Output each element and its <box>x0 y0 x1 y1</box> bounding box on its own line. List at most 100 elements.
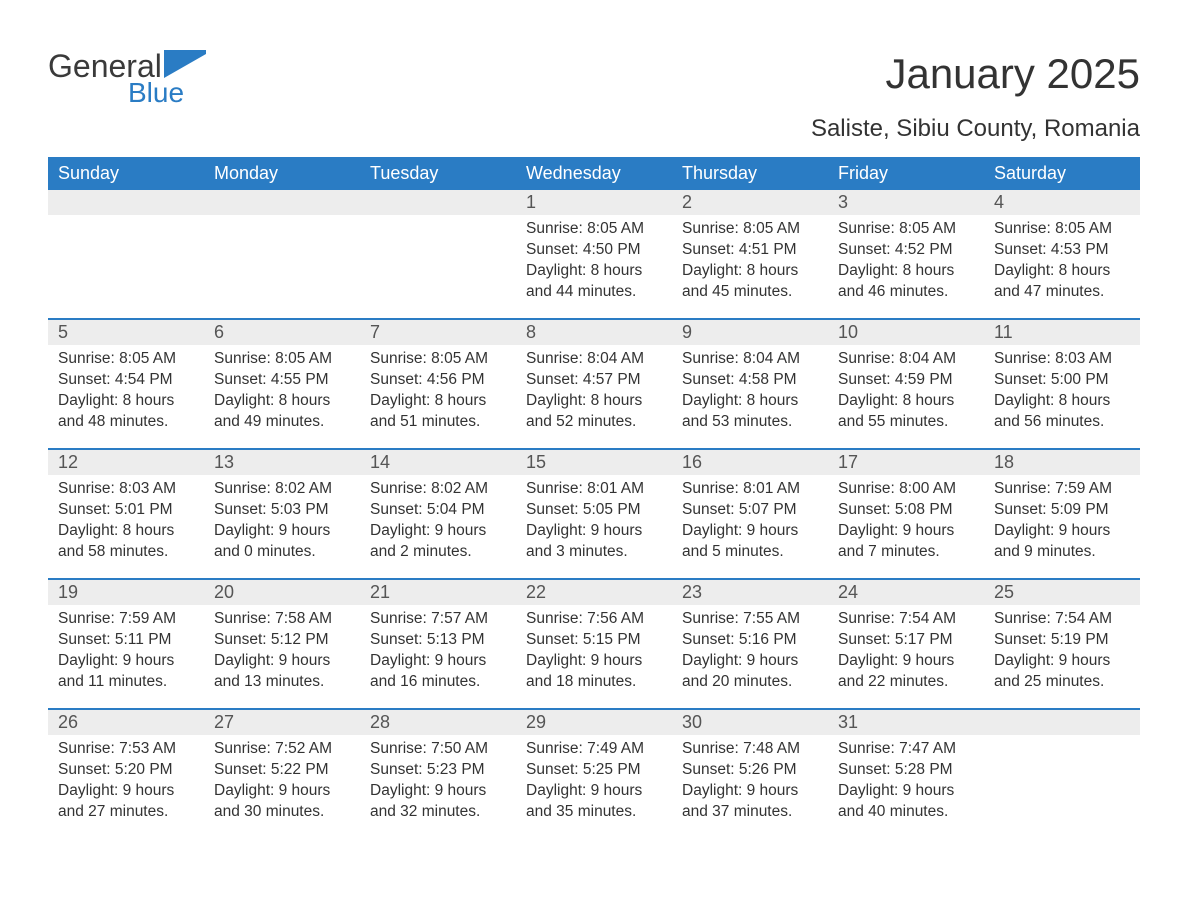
brand-logo: General Blue <box>48 50 206 109</box>
calendar-day: 28Sunrise: 7:50 AMSunset: 5:23 PMDayligh… <box>360 710 516 838</box>
day-number: 13 <box>204 450 360 475</box>
daylight-line: Daylight: 8 hours and 47 minutes. <box>994 261 1130 303</box>
day-details: Sunrise: 7:54 AMSunset: 5:19 PMDaylight:… <box>984 605 1140 693</box>
sunset-line: Sunset: 4:54 PM <box>58 370 194 391</box>
sunrise-line: Sunrise: 8:04 AM <box>526 349 662 370</box>
sunrise-line: Sunrise: 7:50 AM <box>370 739 506 760</box>
weeks-container: 1Sunrise: 8:05 AMSunset: 4:50 PMDaylight… <box>48 190 1140 838</box>
calendar-day: 11Sunrise: 8:03 AMSunset: 5:00 PMDayligh… <box>984 320 1140 448</box>
day-number: 20 <box>204 580 360 605</box>
sunset-line: Sunset: 5:26 PM <box>682 760 818 781</box>
day-details: Sunrise: 7:50 AMSunset: 5:23 PMDaylight:… <box>360 735 516 823</box>
weekday-header: Saturday <box>984 157 1140 190</box>
day-details: Sunrise: 8:05 AMSunset: 4:55 PMDaylight:… <box>204 345 360 433</box>
day-details: Sunrise: 8:04 AMSunset: 4:59 PMDaylight:… <box>828 345 984 433</box>
sunrise-line: Sunrise: 7:48 AM <box>682 739 818 760</box>
sunset-line: Sunset: 5:19 PM <box>994 630 1130 651</box>
day-number: 17 <box>828 450 984 475</box>
day-number: 29 <box>516 710 672 735</box>
page-title: January 2025 <box>885 50 1140 98</box>
sunrise-line: Sunrise: 8:01 AM <box>682 479 818 500</box>
calendar-day <box>984 710 1140 838</box>
day-number: 22 <box>516 580 672 605</box>
daylight-line: Daylight: 9 hours and 9 minutes. <box>994 521 1130 563</box>
daylight-line: Daylight: 8 hours and 58 minutes. <box>58 521 194 563</box>
day-number: 6 <box>204 320 360 345</box>
sunset-line: Sunset: 5:15 PM <box>526 630 662 651</box>
calendar-week: 26Sunrise: 7:53 AMSunset: 5:20 PMDayligh… <box>48 708 1140 838</box>
day-number: 21 <box>360 580 516 605</box>
sunset-line: Sunset: 4:56 PM <box>370 370 506 391</box>
calendar-week: 1Sunrise: 8:05 AMSunset: 4:50 PMDaylight… <box>48 190 1140 318</box>
sunrise-line: Sunrise: 8:00 AM <box>838 479 974 500</box>
sunrise-line: Sunrise: 7:52 AM <box>214 739 350 760</box>
calendar-day: 30Sunrise: 7:48 AMSunset: 5:26 PMDayligh… <box>672 710 828 838</box>
calendar-day: 20Sunrise: 7:58 AMSunset: 5:12 PMDayligh… <box>204 580 360 708</box>
day-details: Sunrise: 7:52 AMSunset: 5:22 PMDaylight:… <box>204 735 360 823</box>
day-number: 7 <box>360 320 516 345</box>
sunrise-line: Sunrise: 7:58 AM <box>214 609 350 630</box>
day-details: Sunrise: 7:59 AMSunset: 5:11 PMDaylight:… <box>48 605 204 693</box>
calendar-week: 12Sunrise: 8:03 AMSunset: 5:01 PMDayligh… <box>48 448 1140 578</box>
day-details: Sunrise: 8:01 AMSunset: 5:05 PMDaylight:… <box>516 475 672 563</box>
sunset-line: Sunset: 5:00 PM <box>994 370 1130 391</box>
day-details: Sunrise: 8:05 AMSunset: 4:51 PMDaylight:… <box>672 215 828 303</box>
calendar-day: 4 Sunrise: 8:05 AMSunset: 4:53 PMDaylight… <box>984 190 1140 318</box>
sunset-line: Sunset: 4:55 PM <box>214 370 350 391</box>
sunrise-line: Sunrise: 8:02 AM <box>214 479 350 500</box>
day-number: 9 <box>672 320 828 345</box>
location-subtitle: Saliste, Sibiu County, Romania <box>48 115 1140 143</box>
sunset-line: Sunset: 5:07 PM <box>682 500 818 521</box>
day-number: 12 <box>48 450 204 475</box>
sunset-line: Sunset: 5:03 PM <box>214 500 350 521</box>
calendar-day: 7Sunrise: 8:05 AMSunset: 4:56 PMDaylight… <box>360 320 516 448</box>
sunset-line: Sunset: 5:05 PM <box>526 500 662 521</box>
day-number: 4 <box>984 190 1140 215</box>
sunset-line: Sunset: 5:08 PM <box>838 500 974 521</box>
day-details: Sunrise: 8:05 AMSunset: 4:54 PMDaylight:… <box>48 345 204 433</box>
calendar-day: 15Sunrise: 8:01 AMSunset: 5:05 PMDayligh… <box>516 450 672 578</box>
daylight-line: Daylight: 9 hours and 30 minutes. <box>214 781 350 823</box>
daylight-line: Daylight: 9 hours and 13 minutes. <box>214 651 350 693</box>
sunset-line: Sunset: 4:50 PM <box>526 240 662 261</box>
day-details: Sunrise: 8:02 AMSunset: 5:03 PMDaylight:… <box>204 475 360 563</box>
daylight-line: Daylight: 9 hours and 37 minutes. <box>682 781 818 823</box>
calendar: Sunday Monday Tuesday Wednesday Thursday… <box>48 157 1140 838</box>
calendar-day: 8Sunrise: 8:04 AMSunset: 4:57 PMDaylight… <box>516 320 672 448</box>
calendar-day: 1Sunrise: 8:05 AMSunset: 4:50 PMDaylight… <box>516 190 672 318</box>
day-details: Sunrise: 7:49 AMSunset: 5:25 PMDaylight:… <box>516 735 672 823</box>
sunrise-line: Sunrise: 8:05 AM <box>370 349 506 370</box>
day-number <box>48 190 204 215</box>
sunset-line: Sunset: 5:11 PM <box>58 630 194 651</box>
sunset-line: Sunset: 5:25 PM <box>526 760 662 781</box>
calendar-day: 9Sunrise: 8:04 AMSunset: 4:58 PMDaylight… <box>672 320 828 448</box>
daylight-line: Daylight: 9 hours and 16 minutes. <box>370 651 506 693</box>
calendar-day: 2Sunrise: 8:05 AMSunset: 4:51 PMDaylight… <box>672 190 828 318</box>
daylight-line: Daylight: 9 hours and 3 minutes. <box>526 521 662 563</box>
daylight-line: Daylight: 9 hours and 5 minutes. <box>682 521 818 563</box>
day-number: 24 <box>828 580 984 605</box>
day-number: 31 <box>828 710 984 735</box>
header-row: General Blue January 2025 <box>48 50 1140 109</box>
daylight-line: Daylight: 8 hours and 52 minutes. <box>526 391 662 433</box>
daylight-line: Daylight: 8 hours and 48 minutes. <box>58 391 194 433</box>
calendar-day: 31Sunrise: 7:47 AMSunset: 5:28 PMDayligh… <box>828 710 984 838</box>
calendar-day: 17Sunrise: 8:00 AMSunset: 5:08 PMDayligh… <box>828 450 984 578</box>
day-details: Sunrise: 7:54 AMSunset: 5:17 PMDaylight:… <box>828 605 984 693</box>
day-number: 26 <box>48 710 204 735</box>
calendar-day: 3Sunrise: 8:05 AMSunset: 4:52 PMDaylight… <box>828 190 984 318</box>
day-number: 23 <box>672 580 828 605</box>
sunset-line: Sunset: 5:16 PM <box>682 630 818 651</box>
sunrise-line: Sunrise: 7:47 AM <box>838 739 974 760</box>
sunrise-line: Sunrise: 8:05 AM <box>994 219 1130 240</box>
day-number: 10 <box>828 320 984 345</box>
sunset-line: Sunset: 4:53 PM <box>994 240 1130 261</box>
calendar-day: 23Sunrise: 7:55 AMSunset: 5:16 PMDayligh… <box>672 580 828 708</box>
weekday-header: Monday <box>204 157 360 190</box>
day-details: Sunrise: 8:04 AMSunset: 4:57 PMDaylight:… <box>516 345 672 433</box>
calendar-day: 18Sunrise: 7:59 AMSunset: 5:09 PMDayligh… <box>984 450 1140 578</box>
sunrise-line: Sunrise: 7:57 AM <box>370 609 506 630</box>
weekday-header: Tuesday <box>360 157 516 190</box>
day-number: 11 <box>984 320 1140 345</box>
daylight-line: Daylight: 9 hours and 20 minutes. <box>682 651 818 693</box>
